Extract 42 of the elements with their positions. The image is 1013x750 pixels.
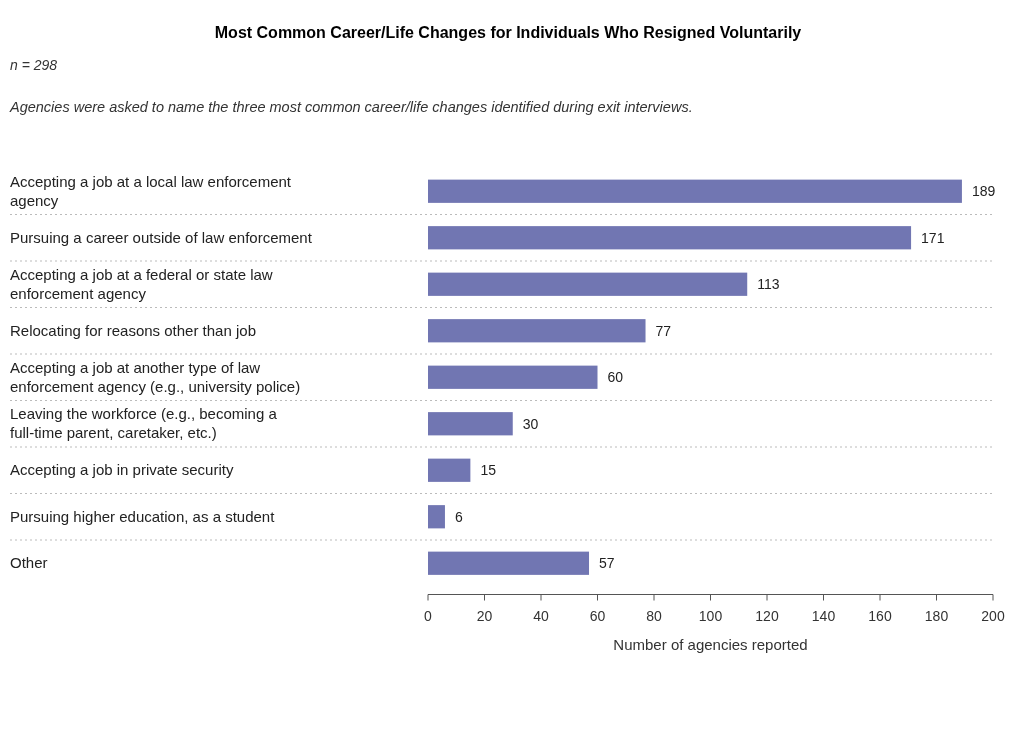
data-label: 60 <box>607 369 624 386</box>
data-label: 6 <box>454 508 463 525</box>
y-tick-label: Pursuing a career outside of law enforcement <box>10 228 313 246</box>
bar <box>428 458 471 482</box>
x-tick-label: 140 <box>811 607 836 624</box>
x-tick-label: 180 <box>924 607 949 624</box>
bar <box>428 505 445 529</box>
x-tick-label: 20 <box>476 607 493 624</box>
y-tick-label: Leaving the workforce (e.g., becoming a full-time parent, caretaker, etc.) <box>10 405 278 442</box>
data-label: 57 <box>599 555 615 572</box>
y-tick-label: Accepting a job in private security <box>10 461 234 479</box>
text: n = 298 <box>10 57 58 73</box>
x-tick-label: 160 <box>868 607 892 624</box>
x-tick-label: 100 <box>698 607 723 624</box>
bar <box>428 179 962 203</box>
y-tick-label: Accepting a job at another type of law enforcement agency (e.g., university police) <box>10 358 301 395</box>
x-tick-label: 40 <box>533 607 549 624</box>
x-axis-title: Number of agencies reported <box>613 635 808 653</box>
data-label: 77 <box>655 322 672 339</box>
x-tick-label: 0 <box>424 607 433 624</box>
data-label: 113 <box>757 276 780 293</box>
x-tick-label: 200 <box>981 607 1005 624</box>
bar <box>428 412 513 436</box>
text: Agencies were asked to name the three most common career/life changes identified during exit interviews. <box>9 99 693 115</box>
bar <box>428 272 748 296</box>
data-label: 30 <box>522 415 539 432</box>
y-tick-label: Pursuing higher education, as a student <box>10 507 276 525</box>
data-label: 189 <box>971 183 996 200</box>
y-tick-label: Accepting a job at a federal or state law enforcement agency <box>10 265 273 302</box>
x-tick-label: 80 <box>646 607 662 624</box>
y-tick-label: Relocating for reasons other than job <box>10 321 256 339</box>
bar <box>428 365 598 389</box>
y-tick-label: Other <box>10 554 48 572</box>
y-tick-label: Accepting a job at a local law enforcement agency <box>10 172 292 209</box>
data-label: 15 <box>480 462 497 479</box>
bar <box>428 551 590 575</box>
x-tick-label: 120 <box>755 607 779 624</box>
bar <box>428 226 912 250</box>
chart-title: Most Common Career/Life Changes for Individuals Who Resigned Voluntarily <box>214 24 802 41</box>
bar <box>428 319 646 343</box>
x-tick-label: 60 <box>589 607 606 624</box>
data-label: 171 <box>921 229 945 246</box>
